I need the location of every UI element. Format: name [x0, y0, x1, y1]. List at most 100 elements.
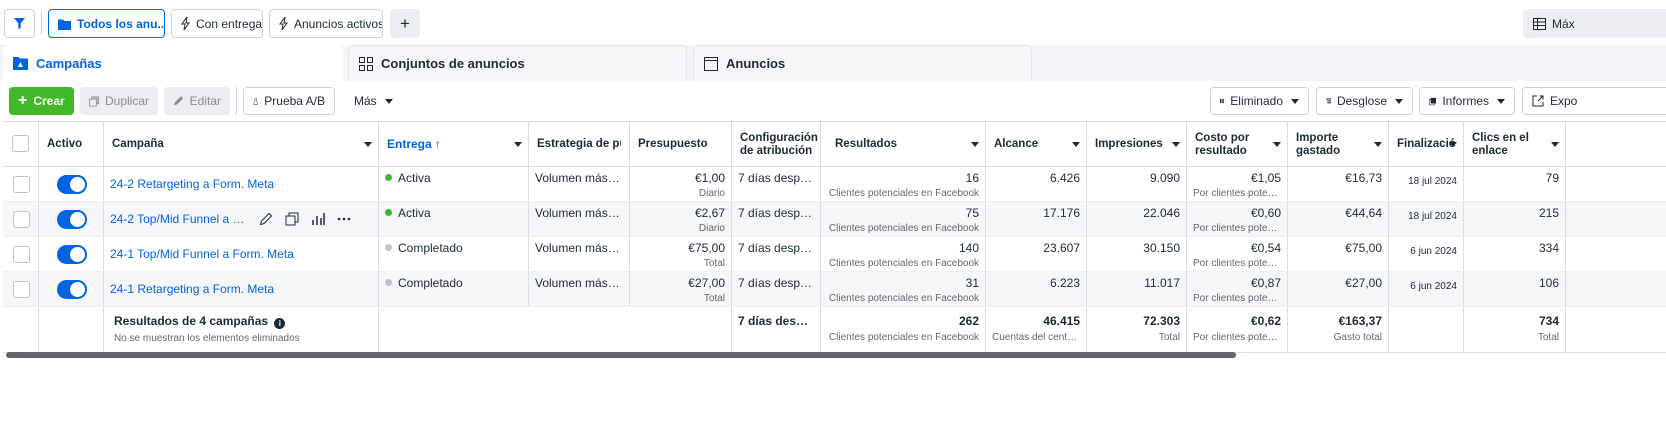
toggle-knob — [70, 212, 85, 227]
header-cost-per-result[interactable]: Costo por resultado — [1187, 122, 1288, 167]
header-active[interactable]: Activo — [39, 122, 104, 167]
delivery-cell: Completado — [379, 272, 529, 306]
impressions-value: 9.090 — [1149, 171, 1180, 185]
plus-icon: + — [400, 13, 410, 33]
table-row[interactable]: 24-1 Retargeting a Form. Meta Completado… — [3, 272, 1666, 307]
pencil-icon[interactable] — [259, 212, 273, 226]
header-budget[interactable]: Presupuesto — [630, 122, 732, 167]
view-tab-with-delivery-label: Con entrega — [196, 16, 263, 31]
bid-strategy-cell: Volumen más alto — [529, 272, 630, 306]
header-amount-spent[interactable]: Importe gastado — [1288, 122, 1389, 167]
tab-campaigns[interactable]: Campañas — [3, 45, 343, 81]
chevron-down-icon[interactable] — [1374, 142, 1382, 147]
info-icon[interactable]: i — [274, 318, 286, 329]
results-cell: 31 Clientes potenciales en Facebook — [821, 272, 986, 306]
view-tab-all-ads[interactable]: Todos los anu... — [48, 9, 165, 38]
folder-icon — [58, 19, 71, 30]
header-delivery[interactable]: Entrega ↑ — [379, 122, 529, 167]
edit-button[interactable]: Editar — [164, 87, 230, 115]
reports-icon — [1429, 97, 1437, 105]
filter-bar: Todos los anu... Con entrega Anuncios ac… — [0, 0, 1666, 44]
impressions-cell: 11.017 — [1087, 272, 1187, 306]
chevron-down-icon[interactable] — [514, 142, 522, 147]
active-toggle[interactable] — [57, 210, 87, 229]
table-view-button[interactable]: Máx — [1523, 9, 1666, 38]
ends-value: 18 jul 2024 — [1408, 211, 1457, 222]
cpr-type: Por clientes potenci... — [1193, 223, 1281, 234]
totals-clicks-cell: 734 Total — [1464, 307, 1566, 352]
tab-ads[interactable]: Anuncios — [693, 45, 1032, 81]
filter-button[interactable] — [4, 9, 35, 38]
cost-per-result-cell: €0,54 Por clientes potenci... — [1187, 237, 1288, 271]
header-link-clicks[interactable]: Clics en el enlace — [1464, 122, 1566, 167]
results-type: Clientes potenciales en Facebook — [828, 293, 979, 304]
campaign-name-link[interactable]: 24-1 Retargeting a Form. Meta — [110, 282, 275, 296]
more-dropdown[interactable]: Más — [345, 87, 400, 115]
row-actions — [259, 212, 351, 226]
totals-impressions: 72.303 — [1143, 314, 1180, 328]
active-toggle[interactable] — [57, 245, 87, 264]
totals-label: Resultados de 4 campañas — [114, 314, 269, 328]
results-value: 140 — [958, 241, 979, 255]
chart-icon[interactable] — [311, 212, 325, 226]
campaign-name-link[interactable]: 24-2 Retargeting a Form. Meta — [110, 177, 275, 191]
row-checkbox[interactable] — [13, 246, 30, 263]
header-attribution[interactable]: Configuración de atribución — [732, 122, 821, 167]
breakdown-label: Desglose — [1336, 94, 1387, 108]
reports-dropdown[interactable]: Informes — [1419, 87, 1515, 115]
totals-reach[interactable]: 46.415 — [1043, 314, 1080, 328]
tab-ad-sets[interactable]: Conjuntos de anuncios — [348, 45, 687, 81]
header-ends[interactable]: Finalizació — [1389, 122, 1464, 167]
chevron-down-icon[interactable] — [1273, 142, 1281, 147]
chevron-down-icon[interactable] — [971, 142, 979, 147]
add-view-button[interactable]: + — [390, 9, 420, 38]
row-checkbox[interactable] — [13, 281, 30, 298]
ab-test-button[interactable]: Prueba A/B — [243, 87, 335, 115]
ends-cell: 6 jun 2024 — [1389, 272, 1464, 306]
table-row[interactable]: 24-2 Retargeting a Form. Meta Activa Vol… — [3, 167, 1666, 202]
create-button[interactable]: + Crear — [9, 87, 74, 115]
totals-note: No se muestran los elementos eliminados — [114, 333, 300, 344]
header-results[interactable]: Resultados — [821, 122, 986, 167]
toggle-knob — [70, 282, 85, 297]
deleted-filter-dropdown[interactable]: Eliminado — [1210, 87, 1309, 115]
select-all-checkbox[interactable] — [12, 135, 29, 152]
chevron-down-icon[interactable] — [364, 142, 372, 147]
row-checkbox[interactable] — [13, 176, 30, 193]
active-toggle[interactable] — [57, 175, 87, 194]
table-row[interactable]: 24-1 Top/Mid Funnel a Form. Meta Complet… — [3, 237, 1666, 272]
header-ends-label: Finalizació — [1397, 138, 1455, 150]
chevron-down-icon[interactable] — [1172, 142, 1180, 147]
header-amount-spent-label: Importe gastado — [1296, 131, 1341, 157]
totals-row: Resultados de 4 campañas i No se muestra… — [3, 307, 1666, 353]
chevron-down-icon[interactable] — [1072, 142, 1080, 147]
active-toggle[interactable] — [57, 280, 87, 299]
table-row[interactable]: 24-2 Top/Mid Funnel a For... Activa Volu… — [3, 202, 1666, 237]
cost-per-result-cell: €0,60 Por clientes potenci... — [1187, 202, 1288, 236]
header-bid-strategy-label: Estrategia de puja — [537, 138, 621, 150]
campaign-cell: 24-1 Top/Mid Funnel a Form. Meta — [104, 237, 379, 271]
totals-cpr-type: Por clientes potenci... — [1193, 332, 1281, 343]
header-bid-strategy[interactable]: Estrategia de puja — [529, 122, 630, 167]
more-options-icon[interactable] — [337, 212, 351, 226]
campaign-name-link[interactable]: 24-2 Top/Mid Funnel a For... — [110, 212, 245, 226]
header-reach[interactable]: Alcance — [986, 122, 1087, 167]
header-impressions[interactable]: Impresiones — [1087, 122, 1187, 167]
chevron-down-icon[interactable] — [1449, 142, 1457, 147]
view-tab-with-delivery[interactable]: Con entrega — [171, 9, 263, 38]
view-tab-active-ads[interactable]: Anuncios activos — [269, 9, 383, 38]
export-button[interactable]: Expo — [1522, 87, 1666, 115]
spent-value: €16,73 — [1345, 171, 1382, 185]
chevron-down-icon[interactable] — [1551, 142, 1559, 147]
breakdown-dropdown[interactable]: Desglose — [1316, 87, 1413, 115]
reach-cell: 6.426 — [986, 167, 1087, 201]
duplicate-button[interactable]: Duplicar — [80, 87, 158, 115]
campaign-name-link[interactable]: 24-1 Top/Mid Funnel a Form. Meta — [110, 247, 294, 261]
duplicate-icon[interactable] — [285, 212, 299, 226]
header-campaign[interactable]: Campaña — [104, 122, 379, 167]
attribution-cell: 7 días despué... — [732, 272, 821, 306]
horizontal-scrollbar[interactable] — [6, 352, 1236, 358]
row-checkbox[interactable] — [13, 211, 30, 228]
row-select-cell — [3, 272, 39, 306]
results-value: 16 — [965, 171, 979, 185]
